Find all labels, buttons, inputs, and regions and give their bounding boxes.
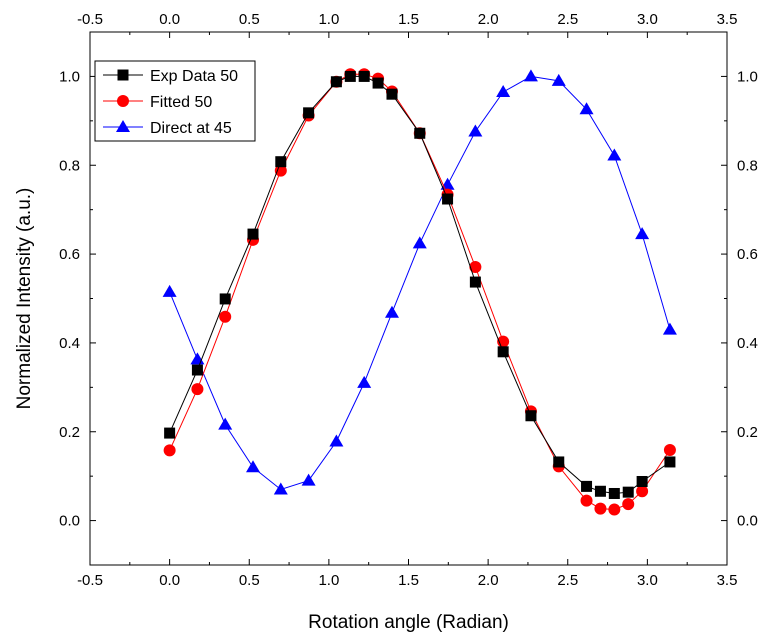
x-tick-label-bottom: 0.0 [159, 572, 180, 589]
legend-entry: Exp Data 50 [103, 68, 238, 85]
data-point [330, 76, 342, 88]
data-point [608, 487, 620, 499]
data-point [372, 77, 384, 89]
x-tick-label-top: 3.0 [637, 11, 658, 28]
y-tick-label-left: 0.6 [59, 246, 80, 263]
legend-label: Direct at 45 [150, 120, 232, 137]
data-point [468, 124, 483, 137]
data-point [622, 498, 635, 511]
data-point [219, 310, 232, 323]
data-point [497, 346, 509, 358]
x-tick-label-top: 2.0 [478, 11, 499, 28]
data-point [608, 503, 621, 516]
x-tick-label-top: 2.5 [557, 11, 578, 28]
data-point [636, 485, 649, 498]
axis-tick-labels: -0.5 -0.5 0.0 0.0 0.5 0.5 1.0 1.0 1.5 1.5 2.0 2.0 2.… [59, 11, 758, 589]
data-point [553, 456, 565, 468]
data-point [274, 164, 287, 177]
data-point [386, 88, 398, 100]
data-point [581, 480, 593, 492]
data-point [469, 276, 481, 288]
data-point [246, 460, 261, 473]
data-point [622, 486, 634, 498]
data-point [663, 443, 676, 456]
x-tick-label-bottom: 2.0 [478, 572, 499, 589]
data-point [664, 456, 676, 468]
legend-marker [116, 120, 130, 132]
series-exp-data-50 [164, 70, 676, 499]
data-point [635, 227, 650, 240]
data-point [303, 107, 315, 119]
y-tick-label-right: 0.4 [737, 335, 758, 352]
y-tick-label-left: 0.8 [59, 157, 80, 174]
data-point [247, 228, 259, 240]
y-axis-title: Normalized Intensity (a.u.) [14, 188, 35, 410]
data-point [275, 156, 287, 168]
data-point [162, 284, 177, 297]
data-point [191, 364, 203, 376]
x-tick-label-top: -0.5 [77, 11, 103, 28]
y-tick-label-right: 0.6 [737, 246, 758, 263]
data-point [496, 84, 511, 97]
x-tick-label-bottom: 3.5 [717, 572, 738, 589]
data-point [164, 427, 176, 439]
x-tick-label-bottom: -0.5 [77, 572, 103, 589]
legend-marker [117, 69, 129, 81]
data-point [358, 70, 370, 82]
data-point [357, 375, 372, 388]
data-point [636, 475, 648, 487]
data-point [469, 260, 482, 273]
x-axis-title: Rotation angle (Radian) [308, 612, 509, 633]
data-point [273, 482, 288, 495]
data-point [442, 193, 454, 205]
y-tick-label-left: 0.4 [59, 335, 80, 352]
legend: Exp Data 50 Fitted 50 Direct at 45 [94, 60, 256, 142]
x-tick-label-top: 3.5 [717, 11, 738, 28]
data-point [329, 434, 344, 447]
x-tick-label-top: 0.5 [239, 11, 260, 28]
y-tick-label-right: 0.8 [737, 157, 758, 174]
data-point [594, 485, 606, 497]
legend-label: Exp Data 50 [150, 68, 238, 85]
x-tick-label-top: 0.0 [159, 11, 180, 28]
y-tick-label-left: 1.0 [59, 68, 80, 85]
legend-entry: Direct at 45 [103, 120, 232, 137]
data-point [579, 102, 594, 115]
series-group [162, 68, 677, 516]
data-point [414, 127, 426, 139]
data-point [219, 293, 231, 305]
x-tick-label-top: 1.5 [398, 11, 419, 28]
data-point [594, 502, 607, 515]
legend-label: Fitted 50 [150, 94, 212, 111]
data-point [525, 410, 537, 422]
x-tick-label-bottom: 0.5 [239, 572, 260, 589]
data-point [551, 73, 566, 86]
x-tick-label-bottom: 1.0 [318, 572, 339, 589]
axis-ticks [89, 32, 728, 565]
data-point [412, 236, 427, 249]
data-point [662, 322, 677, 335]
data-point [384, 305, 399, 318]
data-point [580, 494, 593, 507]
x-tick-label-bottom: 1.5 [398, 572, 419, 589]
data-point [301, 473, 316, 486]
data-point [191, 383, 204, 396]
y-tick-label-right: 1.0 [737, 68, 758, 85]
x-tick-label-top: 1.0 [318, 11, 339, 28]
y-tick-label-right: 0.0 [737, 513, 758, 530]
legend-marker [117, 95, 129, 107]
y-tick-label-left: 0.0 [59, 513, 80, 530]
y-tick-label-right: 0.2 [737, 424, 758, 441]
data-point [523, 69, 538, 82]
data-point [344, 70, 356, 82]
data-point [607, 148, 622, 161]
legend-entry: Fitted 50 [103, 94, 212, 111]
data-point [218, 417, 233, 430]
x-tick-label-bottom: 2.5 [557, 572, 578, 589]
x-tick-label-bottom: 3.0 [637, 572, 658, 589]
data-point [163, 444, 176, 457]
y-tick-label-left: 0.2 [59, 424, 80, 441]
series-direct-at-45 [162, 69, 677, 495]
